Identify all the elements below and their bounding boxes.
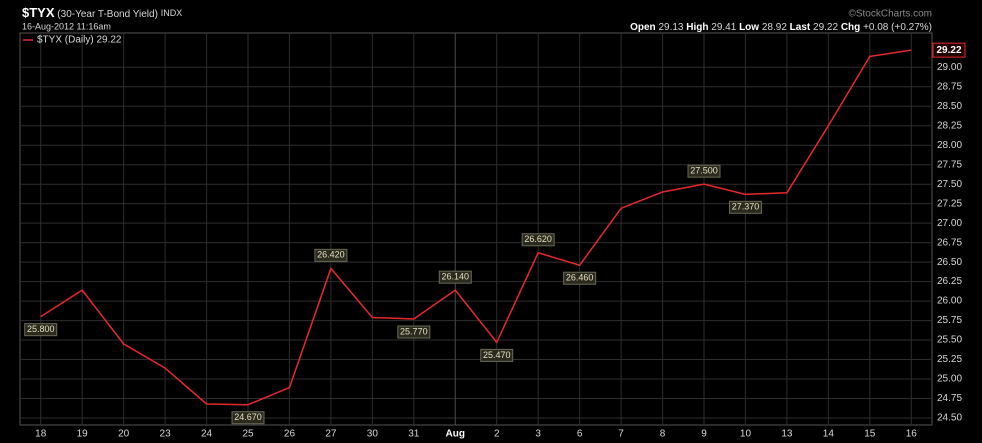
y-tick-label: 28.00	[937, 140, 962, 151]
value-label-box	[314, 248, 348, 262]
quote-label: High	[686, 22, 708, 33]
x-tick-label: 24	[201, 429, 213, 440]
plot-frame	[19, 32, 933, 426]
y-tick-label: 25.25	[937, 354, 962, 365]
x-tick-label: 10	[740, 429, 752, 440]
line	[40, 49, 912, 406]
quote: Open 29.13 High 29.41 Low 28.92 Last 29.…	[630, 22, 932, 33]
y-tick-label: 28.25	[937, 120, 962, 131]
value-label: 26.460	[566, 273, 594, 283]
x-tick-label: 15	[864, 429, 876, 440]
value-label-box	[563, 271, 597, 285]
value-label: 25.770	[400, 326, 428, 336]
value-label-box	[24, 323, 58, 337]
value-label: 25.470	[483, 350, 511, 360]
legend-label: $TYX (Daily) 29.22	[37, 35, 122, 46]
value-label: 26.620	[524, 234, 552, 244]
y-tick-label: 28.50	[937, 101, 962, 112]
x-tick-label: 20	[118, 429, 130, 440]
value-label: 26.420	[317, 250, 345, 260]
value-label-box	[231, 411, 265, 425]
quote-label: Chg	[841, 22, 860, 33]
x-tick-label: 30	[367, 429, 379, 440]
x-tick-label: 25	[242, 429, 254, 440]
y-tick-label: 26.50	[937, 257, 962, 268]
y-tick-label: 24.50	[937, 413, 962, 424]
quote-value: 28.92	[762, 22, 787, 33]
date: 16-Aug-2012 11:16am	[22, 21, 111, 31]
last-value-box	[932, 42, 966, 58]
header: $TYX (30-Year T-Bond Yield) INDX	[22, 5, 182, 20]
credit: ©StockCharts.com	[848, 9, 932, 20]
value-label-box	[480, 348, 514, 362]
x-tick-label: 19	[77, 429, 89, 440]
y-tick-label: 26.00	[937, 296, 962, 307]
x-tick-label: 13	[781, 429, 793, 440]
y-tick-label: 25.75	[937, 315, 962, 326]
y-tick-label: 29.00	[937, 62, 962, 73]
y-tick-label: 28.75	[937, 81, 962, 92]
y-tick-label: 25.00	[937, 374, 962, 385]
value-label: 27.500	[690, 166, 718, 176]
x-tick-label: 27	[325, 429, 337, 440]
exchange: INDX	[161, 8, 183, 18]
chart-title: $TYX	[22, 5, 55, 20]
y-tick-label: 27.00	[937, 218, 962, 229]
x-tick-label: 9	[701, 429, 707, 440]
value-label: 24.670	[234, 412, 262, 422]
x-tick-label: Aug	[446, 429, 465, 440]
x-tick-label: 2	[494, 429, 500, 440]
x-tick-label: 14	[823, 429, 835, 440]
chart-subtitle: (30-Year T-Bond Yield)	[57, 9, 158, 20]
value-label-box	[521, 233, 555, 247]
quote-value: 29.41	[711, 22, 736, 33]
y-tick-label: 26.75	[937, 237, 962, 248]
value-label: 25.800	[27, 324, 55, 334]
quote-value: 29.13	[658, 22, 683, 33]
quote-value: 29.22	[813, 22, 838, 33]
y-tick-label: 26.25	[937, 276, 962, 287]
x-tick-label: 6	[577, 429, 583, 440]
y-tick-label: 24.75	[937, 393, 962, 404]
value-label-box	[728, 200, 762, 214]
quote-value: +0.08 (+0.27%)	[863, 22, 932, 33]
last-value: 29.22	[936, 45, 961, 56]
x-tick-label: 18	[35, 429, 47, 440]
value-label: 26.140	[442, 272, 470, 282]
value-label-box	[438, 270, 472, 284]
y-tick-label: 27.25	[937, 198, 962, 209]
y-tick-label: 27.50	[937, 179, 962, 190]
x-tick-label: 26	[284, 429, 296, 440]
value-label: 27.370	[732, 202, 760, 212]
value-label-box	[687, 164, 721, 178]
quote-label: Open	[630, 22, 656, 33]
x-tick-label: 7	[618, 429, 624, 440]
x-tick-label: 31	[408, 429, 420, 440]
quote-label: Low	[739, 22, 759, 33]
x-tick-label: 16	[906, 429, 918, 440]
x-tick-label: 3	[535, 429, 541, 440]
y-tick-label: 27.75	[937, 159, 962, 170]
value-label-box	[397, 325, 431, 339]
x-tick-label: 23	[160, 429, 172, 440]
x-tick-label: 8	[660, 429, 666, 440]
quote-label: Last	[790, 22, 811, 33]
y-tick-label: 25.50	[937, 335, 962, 346]
